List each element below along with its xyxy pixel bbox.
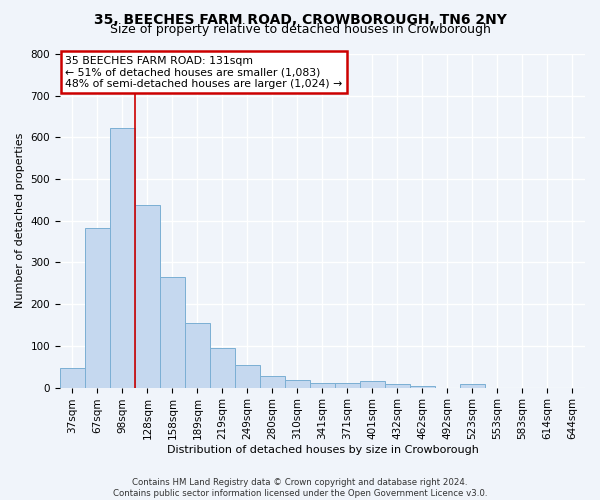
Bar xyxy=(385,384,410,388)
Bar xyxy=(185,323,210,388)
Text: Contains HM Land Registry data © Crown copyright and database right 2024.
Contai: Contains HM Land Registry data © Crown c… xyxy=(113,478,487,498)
X-axis label: Distribution of detached houses by size in Crowborough: Distribution of detached houses by size … xyxy=(167,445,478,455)
Bar xyxy=(60,368,85,388)
Bar xyxy=(460,384,485,388)
Text: 35 BEECHES FARM ROAD: 131sqm
← 51% of detached houses are smaller (1,083)
48% of: 35 BEECHES FARM ROAD: 131sqm ← 51% of de… xyxy=(65,56,343,89)
Bar xyxy=(260,376,285,388)
Bar xyxy=(360,382,385,388)
Text: 35, BEECHES FARM ROAD, CROWBOROUGH, TN6 2NY: 35, BEECHES FARM ROAD, CROWBOROUGH, TN6 … xyxy=(94,12,506,26)
Text: Size of property relative to detached houses in Crowborough: Size of property relative to detached ho… xyxy=(110,22,490,36)
Bar xyxy=(335,382,360,388)
Y-axis label: Number of detached properties: Number of detached properties xyxy=(15,133,25,308)
Bar xyxy=(235,364,260,388)
Bar xyxy=(285,380,310,388)
Bar xyxy=(160,277,185,388)
Bar xyxy=(85,228,110,388)
Bar xyxy=(410,386,435,388)
Bar xyxy=(135,205,160,388)
Bar xyxy=(310,384,335,388)
Bar xyxy=(210,348,235,388)
Bar xyxy=(110,128,135,388)
